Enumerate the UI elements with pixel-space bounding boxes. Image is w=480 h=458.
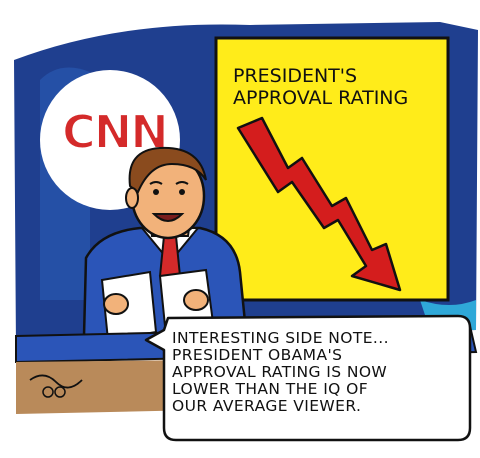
anchor-ear xyxy=(125,187,139,209)
anchor-eyebrows xyxy=(149,181,189,185)
speech-line: INTERESTING SIDE NOTE... xyxy=(172,329,389,347)
anchor-left-eye xyxy=(153,189,159,195)
anchor-left-hand xyxy=(103,293,129,315)
downward-zigzag-arrow-icon xyxy=(236,116,402,292)
speech-line: OUR AVERAGE VIEWER. xyxy=(172,397,362,415)
speech-line: APPROVAL RATING IS NOW xyxy=(172,363,388,381)
speech-line: PRESIDENT OBAMA'S xyxy=(172,346,343,364)
speech-bubble xyxy=(144,314,472,442)
chart-title-line2: APPROVAL RATING xyxy=(233,87,408,109)
anchor-mouth xyxy=(151,213,185,222)
anchor-right-hand xyxy=(183,289,209,311)
approval-chart-board xyxy=(214,36,450,302)
cnn-logo: CNN xyxy=(61,104,170,160)
news-desk-front xyxy=(16,360,200,414)
anchor-hair xyxy=(128,146,207,194)
artist-signature xyxy=(29,374,83,398)
anchor-right-eye xyxy=(179,189,185,195)
speech-line: LOWER THAN THE IQ OF xyxy=(172,380,369,398)
speech-bubble-text: INTERESTING SIDE NOTE... PRESIDENT OBAMA… xyxy=(172,330,462,415)
chart-title-line1: PRESIDENT'S xyxy=(233,65,357,87)
network-logo-text: CNN xyxy=(62,105,167,159)
